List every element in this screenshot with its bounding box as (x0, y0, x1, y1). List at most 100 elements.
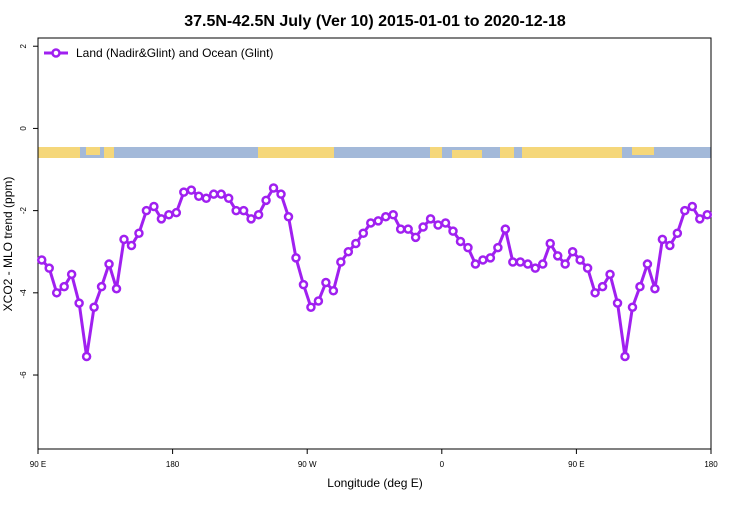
point (44, 263, 54, 273)
point (545, 238, 555, 249)
point (635, 281, 645, 292)
point (530, 263, 541, 273)
point (51, 288, 62, 298)
point (687, 201, 698, 212)
point (74, 298, 84, 308)
point (336, 257, 346, 267)
point (478, 255, 488, 265)
point (194, 191, 204, 201)
point (111, 283, 122, 294)
point (485, 253, 496, 263)
point (395, 224, 406, 234)
point (575, 255, 585, 265)
y-tick-label: 0 (19, 126, 28, 131)
point (149, 201, 159, 212)
point (448, 226, 458, 236)
point (186, 185, 197, 195)
point (216, 189, 226, 199)
point (612, 298, 623, 308)
point (560, 259, 570, 269)
legend-label: Land (Nadir&Glint) and Ocean (Glint) (76, 46, 273, 60)
point (298, 279, 309, 290)
point (538, 259, 548, 269)
point (702, 209, 713, 220)
point (418, 222, 428, 232)
point (567, 246, 578, 257)
x-tick-label: 180 (166, 460, 180, 469)
point (440, 218, 451, 228)
point (380, 212, 391, 222)
plot-frame (37, 37, 712, 450)
point (650, 283, 660, 294)
point (253, 209, 264, 220)
point (81, 351, 92, 362)
point (89, 302, 99, 312)
y-axis-label: XCO2 - MLO trend (ppm) (1, 177, 15, 312)
point (410, 232, 421, 243)
point (283, 212, 294, 222)
point (590, 288, 600, 298)
point (208, 189, 219, 199)
point (388, 209, 398, 220)
point (134, 228, 144, 238)
x-tick-label: 90 E (30, 460, 46, 469)
point (680, 205, 690, 216)
point (500, 224, 511, 234)
x-tick-label: 90 E (568, 460, 584, 469)
x-tick-label: 0 (440, 460, 445, 469)
point (351, 238, 361, 249)
point (119, 234, 129, 245)
point (313, 296, 324, 306)
point (552, 251, 563, 261)
point (59, 281, 69, 292)
x-tick-label: 90 W (298, 460, 317, 469)
point (171, 207, 182, 218)
point (66, 269, 77, 280)
point (665, 240, 675, 251)
chart-title: 37.5N-42.5N July (Ver 10) 2015-01-01 to … (184, 13, 566, 30)
y-tick-label: -4 (19, 289, 28, 297)
point (291, 253, 301, 263)
point (156, 214, 167, 224)
point (96, 281, 107, 292)
point (597, 281, 608, 292)
point (201, 193, 211, 204)
point (261, 195, 271, 206)
y-tick-label: 2 (19, 43, 28, 48)
point (515, 257, 526, 267)
point (223, 193, 234, 204)
point (126, 240, 137, 251)
point (321, 277, 331, 288)
point (268, 183, 279, 193)
point (306, 302, 316, 312)
point (366, 218, 376, 228)
point (463, 242, 473, 253)
point (238, 205, 249, 216)
point (433, 220, 443, 230)
point (403, 224, 413, 234)
point (523, 259, 533, 269)
point (582, 263, 593, 273)
point (425, 214, 436, 224)
point (141, 205, 152, 216)
point (373, 216, 383, 226)
x-axis-label: Longitude (deg E) (327, 476, 422, 490)
point (672, 228, 683, 238)
point (508, 257, 518, 267)
point (493, 242, 503, 253)
point (276, 189, 286, 199)
map-strip (38, 147, 711, 158)
point (164, 209, 174, 220)
point (620, 351, 630, 362)
point (695, 214, 705, 224)
point (627, 302, 638, 312)
point (657, 234, 668, 245)
point (358, 228, 369, 238)
point (231, 205, 241, 216)
x-tick-label: 180 (704, 460, 718, 469)
y-tick-label: -2 (19, 207, 28, 215)
point (36, 255, 47, 265)
point (179, 187, 189, 197)
legend-marker (51, 48, 61, 58)
point (104, 259, 114, 269)
